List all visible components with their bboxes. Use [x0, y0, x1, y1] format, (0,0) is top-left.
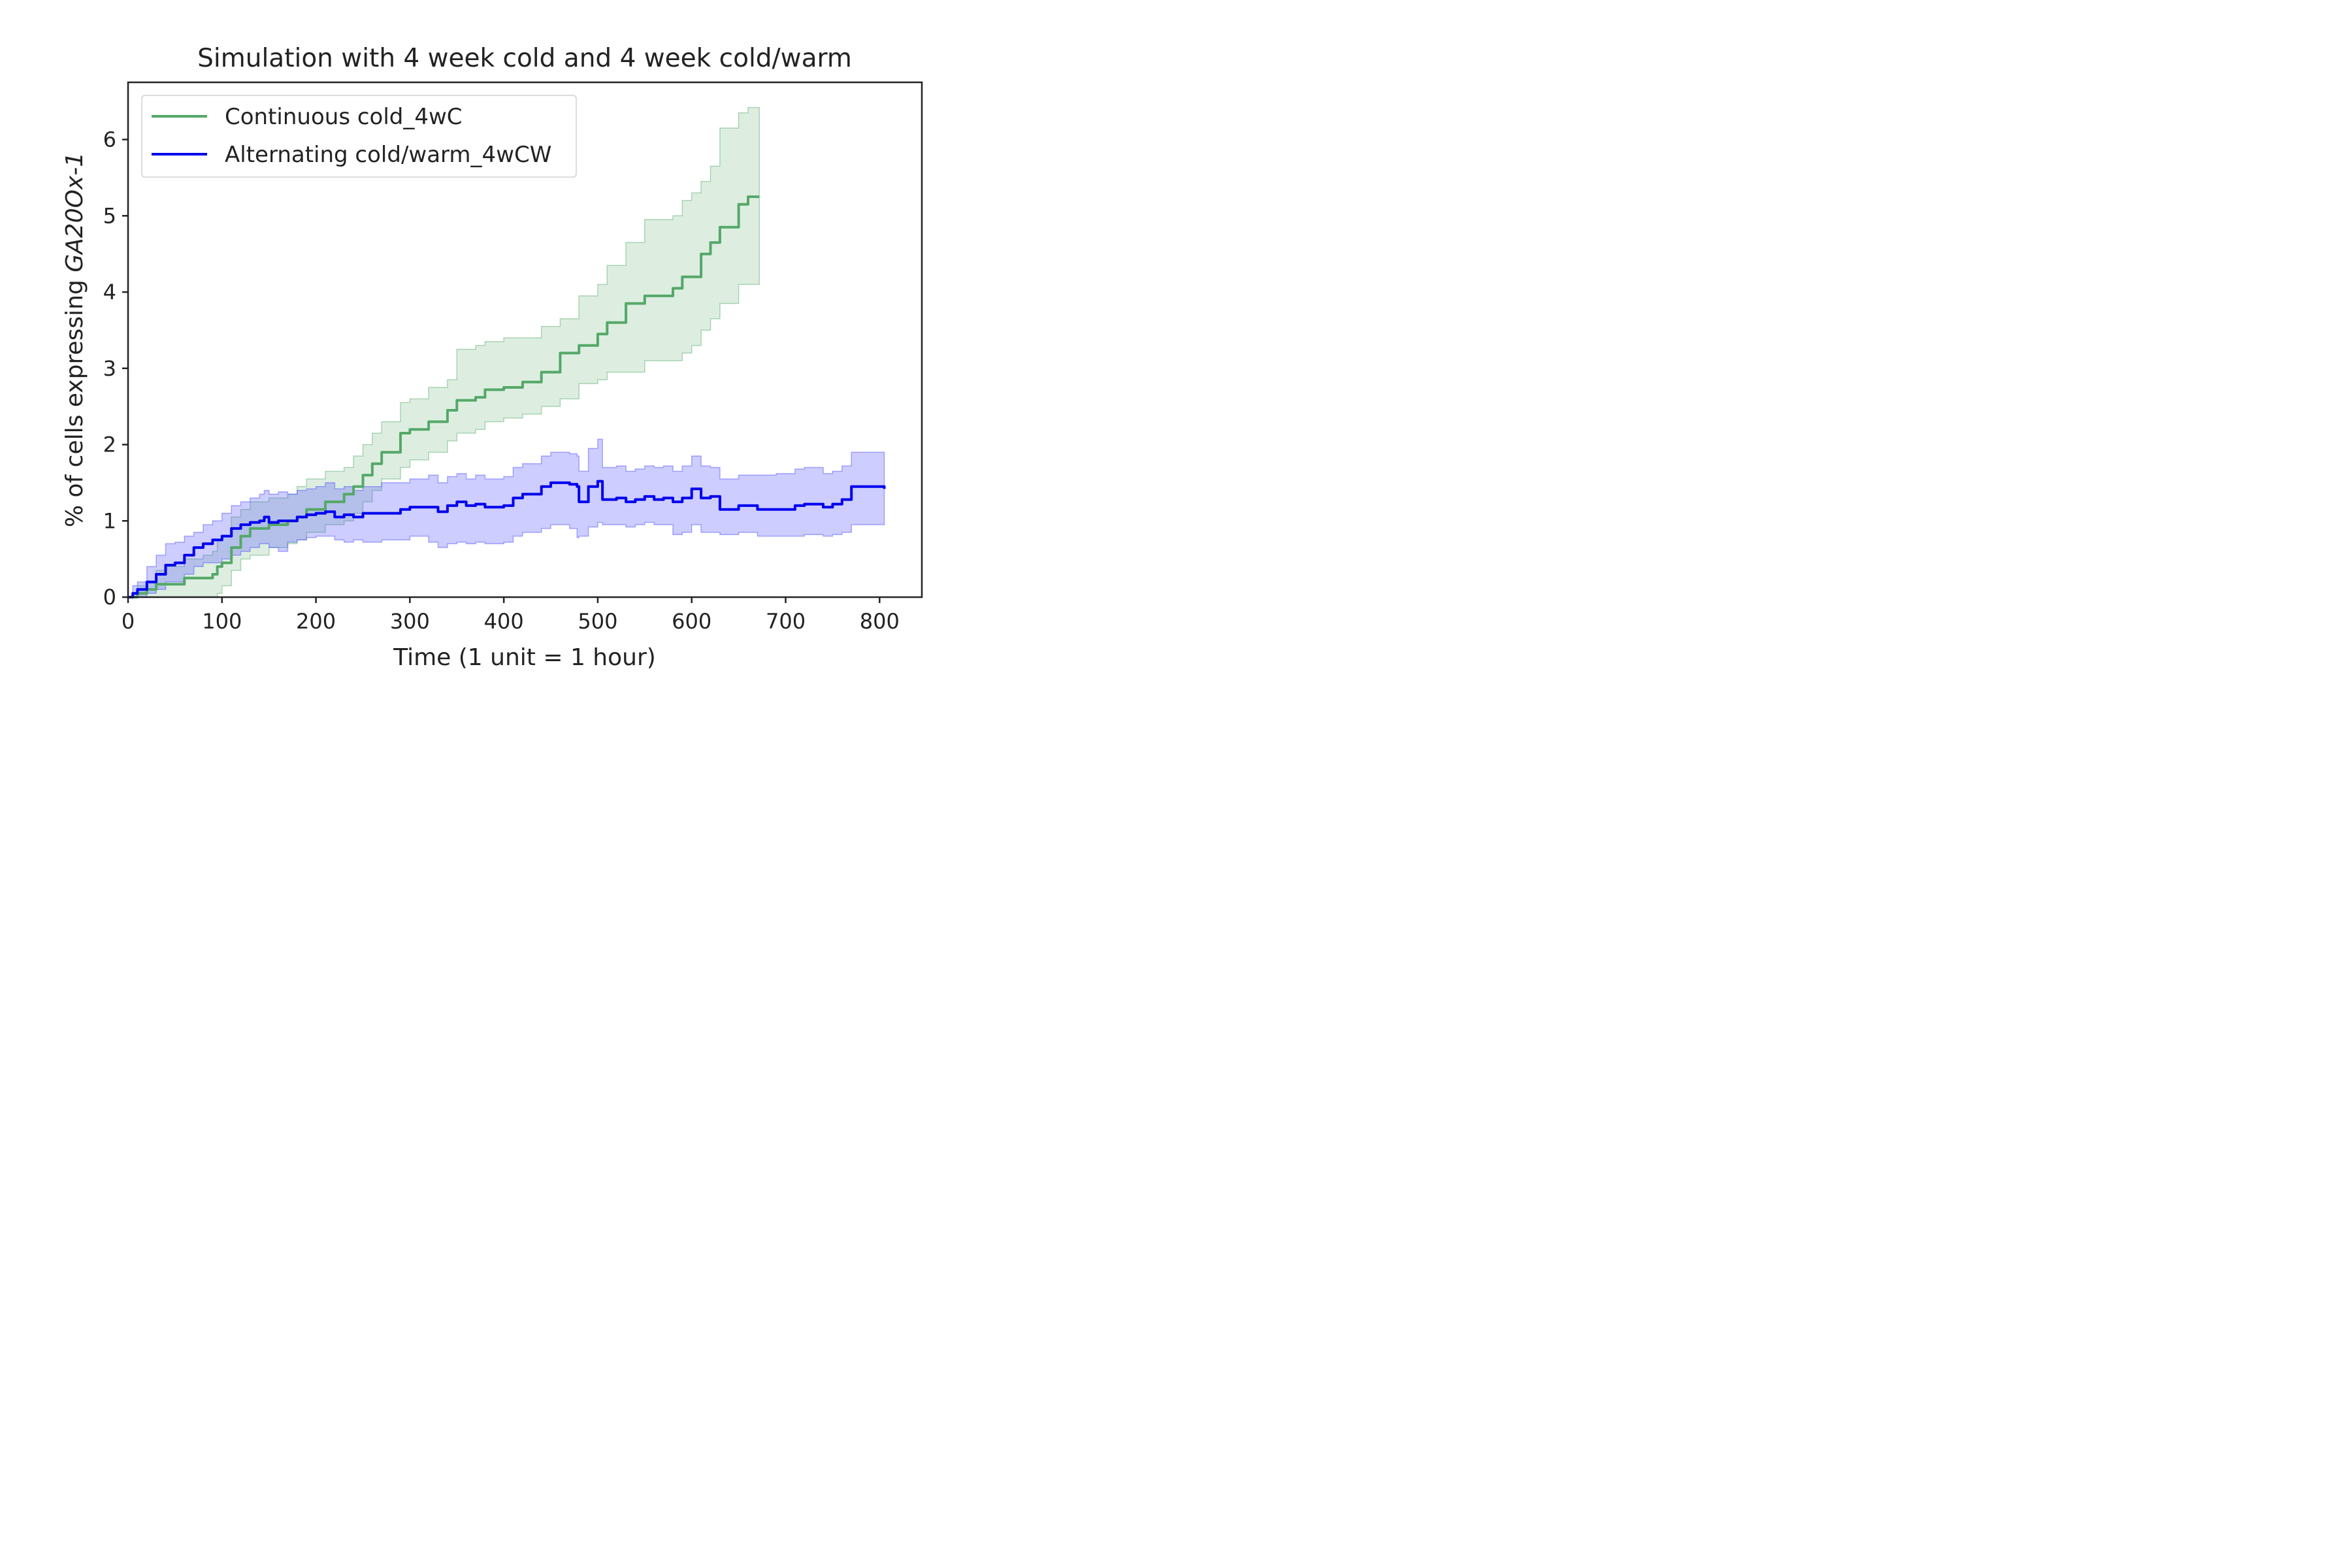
band-series-1: [128, 438, 885, 598]
x-axis-ticks: 0 100 200 300 400 500 600 700 800: [122, 597, 900, 634]
confidence-bands: [128, 106, 885, 598]
plot-area-frame: [127, 81, 923, 598]
y-tick-label: 4: [103, 280, 116, 304]
x-tick-label: 800: [860, 609, 900, 634]
x-tick-label: 600: [672, 609, 711, 634]
y-tick-label: 2: [103, 433, 116, 457]
line-chart: Simulation with 4 week cold and 4 week c…: [0, 0, 1024, 683]
y-tick-label: 3: [103, 356, 116, 381]
x-tick-label: 700: [766, 609, 806, 634]
y-tick-label: 1: [103, 508, 116, 533]
line-series-0: [128, 195, 760, 598]
band-series-0: [128, 106, 760, 598]
y-axis-label-gene: GA20Ox-1: [61, 152, 88, 272]
legend-box: [141, 95, 577, 178]
legend: Continuous cold_4wC Alternating cold/war…: [141, 95, 577, 178]
y-tick-label: 0: [103, 585, 116, 610]
x-tick-label: 500: [578, 609, 617, 634]
y-tick-label: 5: [103, 203, 116, 228]
x-tick-label: 400: [484, 609, 524, 634]
legend-label-continuous-cold: Continuous cold_4wC: [225, 104, 463, 130]
y-axis-ticks: 0 1 2 3 4 5 6: [103, 127, 128, 610]
legend-label-alternating-cold-warm: Alternating cold/warm_4wCW: [225, 142, 551, 168]
x-tick-label: 200: [296, 609, 336, 634]
x-tick-label: 300: [390, 609, 430, 634]
y-axis-label-text: % of cells expressing: [61, 272, 88, 527]
chart-title: Simulation with 4 week cold and 4 week c…: [197, 44, 852, 73]
x-axis-label: Time (1 unit = 1 hour): [393, 644, 656, 671]
line-series-1: [128, 480, 886, 598]
y-tick-label: 6: [103, 127, 116, 152]
series-lines: [128, 195, 886, 598]
x-tick-label: 0: [122, 609, 135, 634]
y-axis-label: % of cells expressing GA20Ox-1: [61, 152, 88, 527]
x-tick-label: 100: [202, 609, 242, 634]
